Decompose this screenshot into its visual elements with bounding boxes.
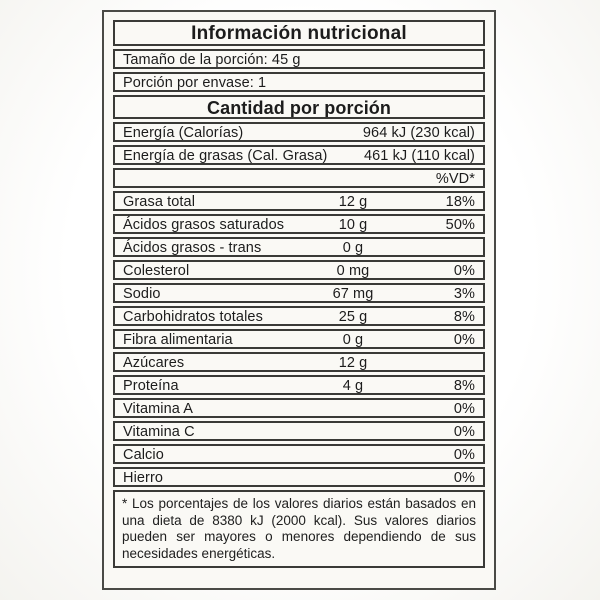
label-title: Información nutricional bbox=[113, 20, 485, 46]
energy-value: 461 kJ (110 kcal) bbox=[363, 148, 475, 164]
energy-name: Energía (Calorías) bbox=[123, 125, 244, 141]
nutrient-row: Calcio 0% bbox=[113, 444, 485, 464]
nutrient-rows: Grasa total 12 g 18% Ácidos grasos saturado… bbox=[113, 191, 485, 487]
amount-per-serving-header: Cantidad por porción bbox=[113, 95, 485, 119]
energy-value: 964 kJ (230 kcal) bbox=[362, 125, 475, 141]
servings-per-container-row: Porción por envase: 1 bbox=[113, 72, 485, 92]
nutrient-row: Ácidos grasos saturados 10 g 50% bbox=[113, 214, 485, 234]
nutrient-daily-value: 8% bbox=[453, 378, 475, 394]
nutrient-daily-value bbox=[398, 354, 475, 370]
nutrient-daily-value: 0% bbox=[453, 332, 475, 348]
nutrient-amount: 12 g bbox=[338, 194, 368, 210]
nutrient-amount bbox=[308, 446, 398, 462]
nutrient-amount: 67 mg bbox=[332, 286, 374, 302]
nutrient-name: Carbohidratos totales bbox=[123, 309, 263, 325]
footnote: * Los porcentajes de los valores diarios… bbox=[113, 490, 485, 568]
nutrient-amount: 10 g bbox=[338, 217, 368, 233]
energy-rows: Energía (Calorías) 964 kJ (230 kcal) Energ… bbox=[113, 122, 485, 165]
nutrient-amount bbox=[308, 400, 398, 416]
daily-value-header: %VD* bbox=[113, 168, 485, 188]
nutrient-name: Grasa total bbox=[123, 194, 196, 210]
nutrient-amount bbox=[308, 469, 398, 485]
nutrient-row: Carbohidratos totales 25 g 8% bbox=[113, 306, 485, 326]
nutrient-name: Vitamina C bbox=[123, 424, 195, 440]
nutrient-amount bbox=[308, 423, 398, 439]
nutrient-daily-value: 0% bbox=[453, 401, 475, 417]
nutrient-row: Sodio 67 mg 3% bbox=[113, 283, 485, 303]
nutrient-name: Ácidos grasos - trans bbox=[123, 240, 262, 256]
energy-row: Energía de grasas (Cal. Grasa) 461 kJ (11… bbox=[113, 145, 485, 165]
nutrient-name: Calcio bbox=[123, 447, 164, 463]
nutrient-daily-value bbox=[398, 239, 475, 255]
nutrient-name: Fibra alimentaria bbox=[123, 332, 233, 348]
energy-name: Energía de grasas (Cal. Grasa) bbox=[123, 148, 328, 164]
nutrient-amount: 0 mg bbox=[336, 263, 370, 279]
nutrient-name: Sodio bbox=[123, 286, 161, 302]
nutrient-daily-value: 18% bbox=[445, 194, 475, 210]
nutrient-name: Hierro bbox=[123, 470, 164, 486]
nutrient-name: Ácidos grasos saturados bbox=[123, 217, 285, 233]
nutrient-daily-value: 8% bbox=[453, 309, 475, 325]
nutrient-name: Colesterol bbox=[123, 263, 190, 279]
nutrient-row: Colesterol 0 mg 0% bbox=[113, 260, 485, 280]
nutrient-name: Vitamina A bbox=[123, 401, 194, 417]
nutrient-daily-value: 0% bbox=[453, 447, 475, 463]
nutrient-daily-value: 0% bbox=[453, 470, 475, 486]
energy-row: Energía (Calorías) 964 kJ (230 kcal) bbox=[113, 122, 485, 142]
nutrient-row: Hierro 0% bbox=[113, 467, 485, 487]
nutrient-amount: 0 g bbox=[342, 240, 364, 256]
nutrient-amount: 12 g bbox=[338, 355, 368, 371]
nutrition-label: Información nutricional Tamaño de la por… bbox=[102, 10, 496, 590]
nutrient-row: Vitamina A 0% bbox=[113, 398, 485, 418]
nutrient-amount: 0 g bbox=[342, 332, 364, 348]
nutrient-daily-value: 3% bbox=[453, 286, 475, 302]
nutrient-name: Proteína bbox=[123, 378, 179, 394]
serving-size-row: Tamaño de la porción: 45 g bbox=[113, 49, 485, 69]
nutrient-amount: 4 g bbox=[342, 378, 364, 394]
nutrient-daily-value: 50% bbox=[445, 217, 475, 233]
nutrient-row: Ácidos grasos - trans 0 g bbox=[113, 237, 485, 257]
nutrient-row: Proteína 4 g 8% bbox=[113, 375, 485, 395]
nutrient-row: Azúcares 12 g bbox=[113, 352, 485, 372]
nutrient-row: Fibra alimentaria 0 g 0% bbox=[113, 329, 485, 349]
nutrient-amount: 25 g bbox=[338, 309, 368, 325]
nutrient-daily-value: 0% bbox=[453, 424, 475, 440]
nutrient-daily-value: 0% bbox=[453, 263, 475, 279]
nutrient-name: Azúcares bbox=[123, 355, 185, 371]
nutrient-row: Grasa total 12 g 18% bbox=[113, 191, 485, 211]
nutrient-row: Vitamina C 0% bbox=[113, 421, 485, 441]
